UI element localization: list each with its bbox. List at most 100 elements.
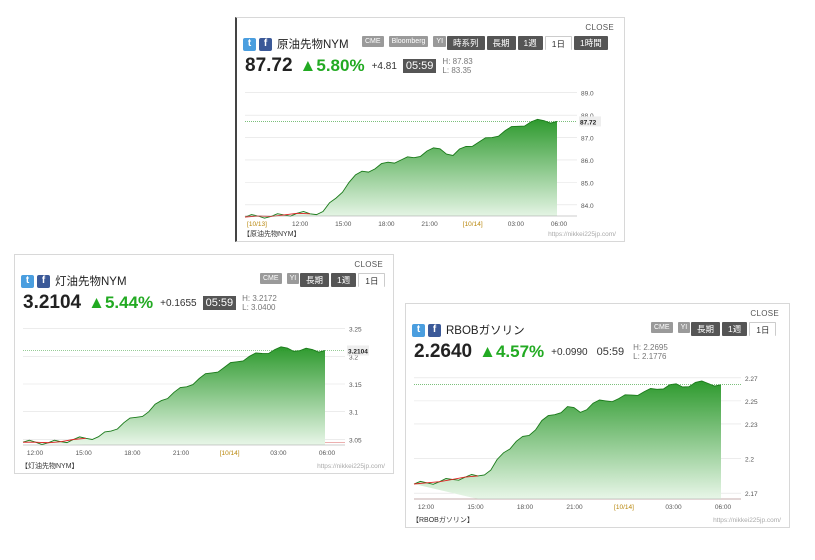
timeframe-tabs: 時系列 長期 1週 1日 1時間 (447, 36, 608, 50)
tag-yi: YI (286, 273, 300, 284)
low-value: L: 3.0400 (242, 303, 276, 312)
twitter-icon[interactable]: t (412, 323, 425, 337)
low-value: L: 2.1776 (633, 352, 667, 361)
credit: https://nikkei225jp.com/ (548, 231, 616, 238)
facebook-icon[interactable]: f (37, 274, 50, 288)
y-tick-label: 2.2 (745, 457, 754, 464)
y-tick-label: 2.17 (745, 491, 758, 498)
tab-long-term[interactable]: 長期 (300, 273, 330, 287)
series-line-down (413, 475, 479, 485)
x-tick-label: [10/14] (463, 221, 483, 228)
quote-time: 05:59 (202, 296, 237, 310)
area-fill (245, 119, 557, 219)
tag-bloomberg: Bloomberg (388, 36, 429, 47)
change-absolute: +0.1655 (160, 297, 197, 309)
x-tick-label: 18:00 (378, 221, 395, 228)
x-tick-label: [10/14] (614, 504, 634, 511)
x-tick-label: 06:00 (551, 221, 568, 228)
tab-1-day[interactable]: 1日 (358, 273, 386, 287)
close-button[interactable]: CLOSE (354, 260, 383, 269)
widget-title: RBOBガソリン (446, 325, 525, 337)
tab-long-term[interactable]: 長期 (691, 322, 721, 336)
credit: https://nikkei225jp.com/ (713, 517, 781, 524)
x-tick-label: 15:00 (335, 221, 352, 228)
x-tick-label: 06:00 (319, 450, 336, 457)
quote-time: 05:59 (402, 59, 437, 73)
x-tick-label: 21:00 (173, 450, 190, 457)
high-low: H: 87.83 L: 83.35 (442, 57, 472, 75)
quote-row: 3.2104 ▲5.44% +0.1655 05:59 H: 3.2172 L:… (23, 292, 277, 314)
x-tick-label: 03:00 (270, 450, 287, 457)
x-tick-label: 18:00 (517, 504, 534, 511)
change-absolute: +4.81 (371, 60, 397, 72)
x-tick-label: 06:00 (715, 504, 732, 511)
price: 87.72 (245, 55, 293, 76)
x-tick-label: [10/13] (247, 221, 267, 228)
twitter-icon[interactable]: t (243, 37, 256, 51)
quote-time: 05:59 (596, 346, 625, 358)
tab-1-week[interactable]: 1週 (517, 36, 543, 50)
change-absolute: +0.0990 (551, 346, 588, 358)
tag-yi: YI (433, 36, 447, 47)
price-chart: 2.17 2.2 2.23 2.25 2.27 12:00 15:00 18:00 21:00 [… (413, 376, 758, 511)
tab-1-week[interactable]: 1週 (331, 273, 357, 287)
change-percent: ▲5.44% (88, 293, 154, 312)
source-tags: CME YI (260, 273, 300, 284)
widget-title: 原油先物NYM (277, 39, 349, 51)
y-tick-label: 84.0 (581, 203, 594, 210)
quote-row: 2.2640 ▲4.57% +0.0990 05:59 H: 2.2695 L:… (414, 341, 668, 363)
facebook-icon[interactable]: f (259, 37, 272, 51)
y-tick-label: 2.23 (745, 422, 758, 429)
high-value: H: 87.83 (442, 57, 473, 66)
tag-cme: CME (260, 273, 282, 284)
x-tick-label: 15:00 (467, 504, 484, 511)
price-chart: 84.085.086.087.088.089.087.72[10/13]12:0… (244, 91, 601, 228)
facebook-icon[interactable]: f (428, 323, 441, 337)
x-tick-label: 12:00 (418, 504, 435, 511)
x-tick-label: 21:00 (421, 221, 438, 228)
y-tick-label: 89.0 (581, 91, 594, 98)
widget-header: t f RBOBガソリン (412, 322, 525, 338)
close-button[interactable]: CLOSE (585, 23, 614, 32)
x-tick-label: 18:00 (124, 450, 141, 457)
change-percent: ▲5.80% (299, 56, 365, 75)
last-price-label-bg (347, 345, 369, 356)
tab-1-day[interactable]: 1日 (544, 36, 572, 50)
widget-header: t f 原油先物NYM (243, 36, 349, 52)
high-value: H: 2.2695 (633, 343, 668, 352)
x-tick-label: [10/14] (220, 450, 240, 457)
source-tags: CME YI (651, 322, 691, 333)
widget-title: 灯油先物NYM (55, 276, 127, 288)
chart-footer: 【灯油先物NYM】 (21, 463, 79, 470)
y-tick-label: 2.25 (745, 399, 758, 406)
chart-footer: 【原油先物NYM】 (243, 231, 301, 238)
y-tick-label: 85.0 (581, 180, 594, 187)
credit: https://nikkei225jp.com/ (317, 463, 385, 470)
last-price-label: 87.72 (580, 119, 597, 126)
tab-history[interactable]: 時系列 (447, 36, 485, 50)
tag-cme: CME (362, 36, 384, 47)
tab-1-day[interactable]: 1日 (749, 322, 777, 336)
tab-1-week[interactable]: 1週 (722, 322, 748, 336)
x-tick-label: 03:00 (508, 221, 525, 228)
tab-long-term[interactable]: 長期 (486, 36, 516, 50)
last-price-label: 3.2104 (348, 349, 368, 356)
tab-1-hour[interactable]: 1時間 (574, 36, 608, 50)
twitter-icon[interactable]: t (21, 274, 34, 288)
x-tick-label: 15:00 (76, 450, 93, 457)
y-tick-label: 3.1 (349, 410, 358, 417)
close-button[interactable]: CLOSE (750, 309, 779, 318)
high-low: H: 2.2695 L: 2.1776 (633, 343, 668, 361)
change-percent: ▲4.57% (479, 342, 545, 361)
timeframe-tabs: 長期 1週 1日 (691, 322, 777, 336)
price-chart: 3.05 3.1 3.15 3.2 3.25 3.2104 12:00 15:00 18:00 2… (22, 327, 369, 457)
y-tick-label: 87.0 (581, 136, 594, 143)
chart-footer: 【RBOBガソリン】 (412, 517, 474, 524)
crude-oil-widget: CLOSE t f 原油先物NYM CME Bloomberg YI 時系列 長… (235, 17, 625, 242)
source-tags: CME Bloomberg YI (362, 36, 447, 47)
x-tick-label: 03:00 (665, 504, 682, 511)
quote-row: 87.72 ▲5.80% +4.81 05:59 H: 87.83 L: 83.… (245, 55, 473, 77)
low-value: L: 83.35 (442, 66, 472, 75)
area-fill (23, 346, 325, 445)
high-low: H: 3.2172 L: 3.0400 (242, 294, 277, 312)
